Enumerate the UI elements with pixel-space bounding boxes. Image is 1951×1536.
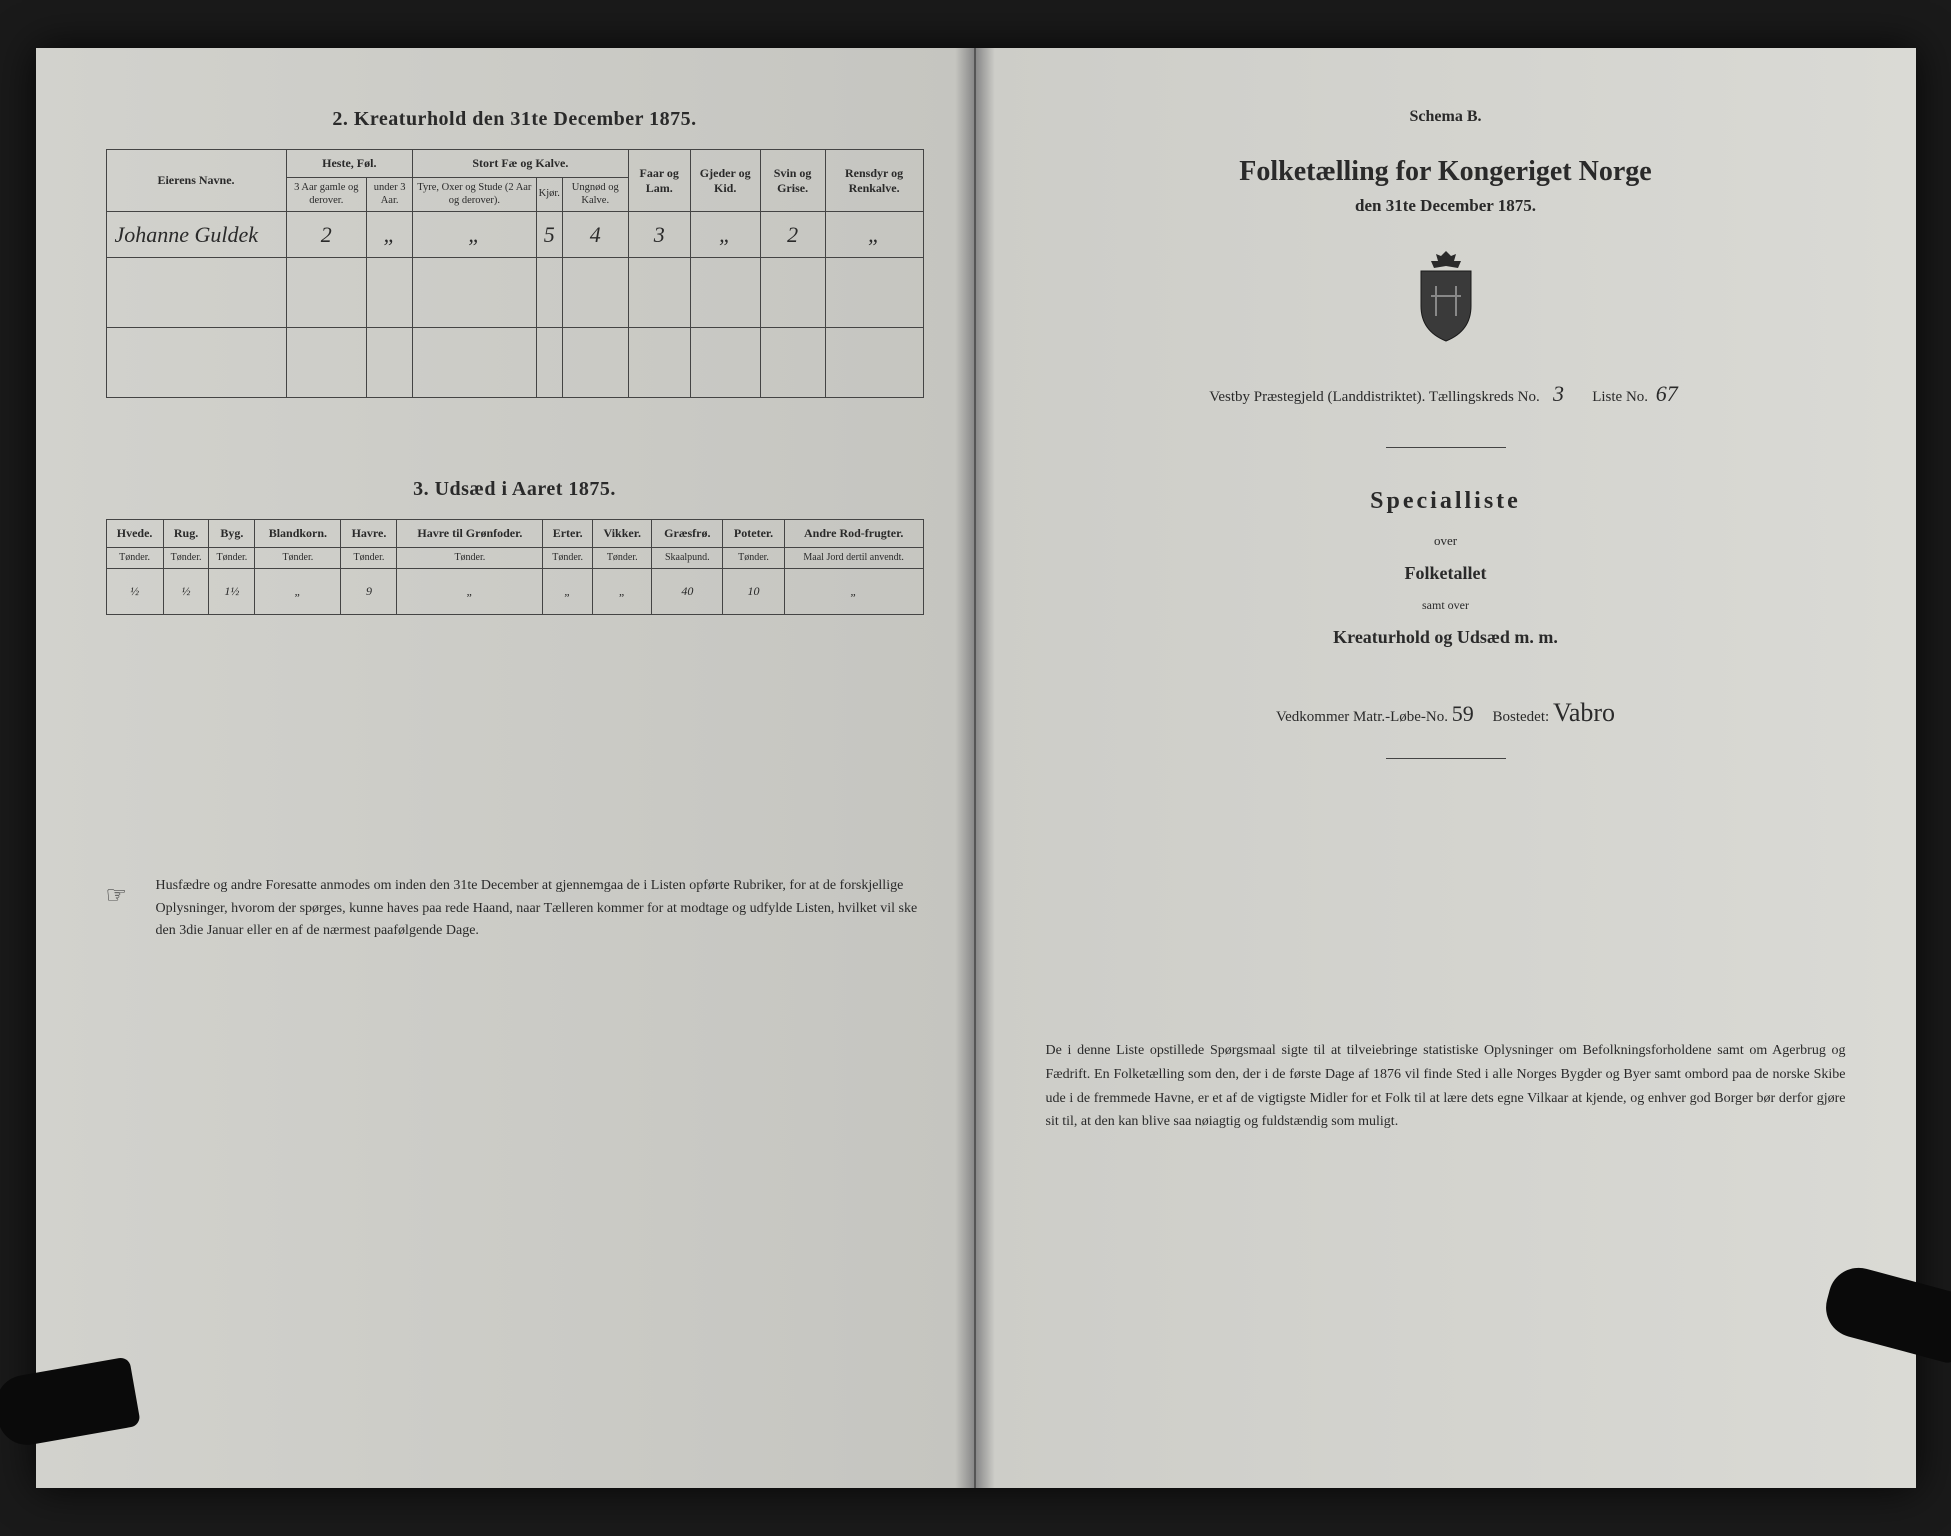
cell: „ bbox=[690, 212, 760, 258]
col-horses: Heste, Føl. bbox=[286, 150, 413, 178]
cell: „ bbox=[255, 569, 341, 615]
table-row: ½ ½ 1½ „ 9 „ „ „ 40 10 „ bbox=[106, 569, 923, 615]
cell: „ bbox=[367, 212, 413, 258]
divider bbox=[1386, 447, 1506, 448]
liste-number: 67 bbox=[1652, 381, 1682, 407]
h: Poteter. bbox=[723, 520, 785, 548]
h: Rug. bbox=[163, 520, 209, 548]
u: Tønder. bbox=[255, 548, 341, 569]
u: Maal Jord dertil anvendt. bbox=[784, 548, 923, 569]
col-sheep: Faar og Lam. bbox=[628, 150, 690, 212]
u: Tønder. bbox=[723, 548, 785, 569]
bosted-label: Bostedet: bbox=[1493, 709, 1550, 725]
matr-number: 59 bbox=[1452, 701, 1474, 726]
u: Tønder. bbox=[209, 548, 255, 569]
cell: ½ bbox=[106, 569, 163, 615]
thumb-holder bbox=[0, 1356, 141, 1449]
col-goats: Gjeder og Kid. bbox=[690, 150, 760, 212]
kreds-number: 3 bbox=[1543, 381, 1573, 407]
cell: „ bbox=[593, 569, 652, 615]
cell: 9 bbox=[341, 569, 397, 615]
cell: 4 bbox=[562, 212, 628, 258]
kreatur-label: Kreaturhold og Udsæd m. m. bbox=[1036, 627, 1856, 648]
col-cattle: Stort Fæ og Kalve. bbox=[413, 150, 628, 178]
h: Byg. bbox=[209, 520, 255, 548]
h: Blandkorn. bbox=[255, 520, 341, 548]
date-line: den 31te December 1875. bbox=[1036, 196, 1856, 216]
cell: 3 bbox=[628, 212, 690, 258]
cell: „ bbox=[825, 212, 923, 258]
cell: „ bbox=[397, 569, 543, 615]
h: Havre. bbox=[341, 520, 397, 548]
u: Tønder. bbox=[593, 548, 652, 569]
h: Havre til Grønfoder. bbox=[397, 520, 543, 548]
u: Tønder. bbox=[341, 548, 397, 569]
cell: „ bbox=[413, 212, 536, 258]
sub-h2: under 3 Aar. bbox=[367, 178, 413, 212]
owner-name: Johanne Guldek bbox=[106, 212, 286, 258]
cell: 1½ bbox=[209, 569, 255, 615]
thumb-holder bbox=[1819, 1261, 1951, 1365]
empty-row bbox=[106, 328, 923, 398]
h: Erter. bbox=[543, 520, 593, 548]
col-pigs: Svin og Grise. bbox=[760, 150, 825, 212]
body-paragraph: De i denne Liste opstillede Spørgsmaal s… bbox=[1036, 1039, 1856, 1134]
seed-table: Hvede. Rug. Byg. Blandkorn. Havre. Havre… bbox=[106, 519, 924, 615]
livestock-table: Eierens Navne. Heste, Føl. Stort Fæ og K… bbox=[106, 149, 924, 398]
meta-prefix: Vestby Præstegjeld (Landdistriktet). Tæl… bbox=[1209, 389, 1540, 405]
sub-h3: Tyre, Oxer og Stude (2 Aar og derover). bbox=[413, 178, 536, 212]
empty-row bbox=[106, 258, 923, 328]
u: Tønder. bbox=[543, 548, 593, 569]
bosted-value: Vabro bbox=[1553, 698, 1615, 727]
h: Vikker. bbox=[593, 520, 652, 548]
liste-label: Liste No. bbox=[1592, 389, 1648, 405]
table-row: Johanne Guldek 2 „ „ 5 4 3 „ 2 „ bbox=[106, 212, 923, 258]
h: Græsfrø. bbox=[652, 520, 723, 548]
u: Tønder. bbox=[397, 548, 543, 569]
sub-h1: 3 Aar gamle og derover. bbox=[286, 178, 367, 212]
col-reindeer: Rensdyr og Renkalve. bbox=[825, 150, 923, 212]
section3-title: 3. Udsæd i Aaret 1875. bbox=[106, 478, 924, 501]
footnote: ☞ Husfædre og andre Foresatte anmodes om… bbox=[106, 875, 924, 942]
right-page: Schema B. Folketælling for Kongeriget No… bbox=[976, 48, 1916, 1488]
cell: ½ bbox=[163, 569, 209, 615]
sub-h4: Kjør. bbox=[536, 178, 562, 212]
footnote-text: Husfædre og andre Foresatte anmodes om i… bbox=[156, 878, 918, 938]
cell: 5 bbox=[536, 212, 562, 258]
section2-title: 2. Kreaturhold den 31te December 1875. bbox=[106, 108, 924, 131]
over-label: over bbox=[1036, 533, 1856, 549]
u: Tønder. bbox=[163, 548, 209, 569]
vedkommer-prefix: Vedkommer Matr.-Løbe-No. bbox=[1276, 709, 1448, 725]
cell: „ bbox=[784, 569, 923, 615]
cell: „ bbox=[543, 569, 593, 615]
cell: 2 bbox=[286, 212, 367, 258]
meta-line: Vestby Præstegjeld (Landdistriktet). Tæl… bbox=[1036, 381, 1856, 407]
u: Skaalpund. bbox=[652, 548, 723, 569]
u: Tønder. bbox=[106, 548, 163, 569]
h: Hvede. bbox=[106, 520, 163, 548]
samt-label: samt over bbox=[1036, 598, 1856, 613]
cell: 10 bbox=[723, 569, 785, 615]
schema-label: Schema B. bbox=[1036, 108, 1856, 126]
pointing-hand-icon: ☞ bbox=[106, 877, 128, 915]
cell: 2 bbox=[760, 212, 825, 258]
vedkommer-line: Vedkommer Matr.-Løbe-No. 59 Bostedet: Va… bbox=[1036, 698, 1856, 728]
left-page: 2. Kreaturhold den 31te December 1875. E… bbox=[36, 48, 976, 1488]
main-title: Folketælling for Kongeriget Norge bbox=[1036, 156, 1856, 188]
h: Andre Rod-frugter. bbox=[784, 520, 923, 548]
specialliste-title: Specialliste bbox=[1036, 488, 1856, 515]
coat-of-arms-icon bbox=[1036, 246, 1856, 351]
divider bbox=[1386, 758, 1506, 759]
sub-h5: Ungnød og Kalve. bbox=[562, 178, 628, 212]
folketallet-label: Folketallet bbox=[1036, 563, 1856, 584]
cell: 40 bbox=[652, 569, 723, 615]
col-name: Eierens Navne. bbox=[106, 150, 286, 212]
